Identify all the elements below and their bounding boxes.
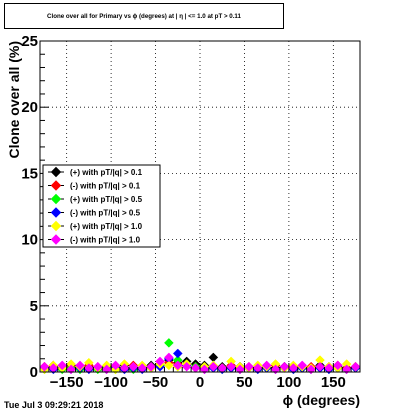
- data-point: [155, 356, 165, 367]
- data-point: [279, 361, 290, 372]
- data-point: [297, 360, 308, 371]
- data-point: [288, 363, 299, 373]
- y-tick-label: 5: [30, 298, 38, 315]
- legend-marker: [50, 180, 62, 191]
- data-point: [39, 361, 50, 372]
- data-point: [48, 363, 59, 373]
- x-tick-label: −50: [143, 374, 168, 391]
- legend-label: (+) with pT/|q| > 0.1: [70, 168, 143, 177]
- legend-label: (+) with pT/|q| > 0.5: [70, 195, 143, 204]
- x-tick-label: −150: [50, 374, 84, 391]
- data-point: [164, 360, 174, 371]
- data-point: [190, 363, 201, 373]
- data-point: [84, 363, 94, 373]
- data-point: [332, 360, 343, 371]
- legend-label: (+) with pT/|q| > 1.0: [70, 222, 143, 231]
- x-tick-label: 50: [236, 374, 253, 391]
- chart-title: Clone over all for Primary vs ϕ (degrees…: [47, 12, 241, 20]
- legend-label: (-) with pT/|q| > 1.0: [70, 236, 141, 245]
- data-point: [181, 361, 192, 372]
- y-tick-label: 10: [21, 232, 38, 249]
- grid-lines: [40, 41, 360, 372]
- data-point: [128, 361, 139, 372]
- data-point: [119, 363, 130, 373]
- legend-marker: [50, 220, 62, 232]
- x-tick-label: −100: [94, 374, 128, 391]
- tick-labels: −150 −100 −50 0 50 100 150 0 5 10 15 20 25: [21, 33, 346, 391]
- data-point: [244, 361, 254, 372]
- timestamp: Tue Jul 3 09:29:21 2018: [4, 400, 104, 410]
- legend-marker: [50, 166, 62, 178]
- data-point: [208, 361, 219, 372]
- legend-marker: [50, 234, 62, 245]
- chart-title-box: Clone over all for Primary vs ϕ (degrees…: [4, 3, 284, 29]
- y-axis-title: Clone over all (%): [6, 41, 22, 158]
- data-point: [315, 361, 325, 372]
- legend-marker: [50, 193, 62, 205]
- data-point: [146, 361, 156, 372]
- x-tick-label: 150: [321, 374, 346, 391]
- data-point: [172, 360, 183, 371]
- y-tick-label: 0: [30, 364, 38, 381]
- data-point: [137, 363, 148, 373]
- y-tick-label: 15: [21, 165, 38, 182]
- data-point: [57, 360, 68, 371]
- data-point: [110, 360, 121, 371]
- data-points: [39, 338, 361, 375]
- data-point: [252, 363, 263, 373]
- data-point: [341, 364, 352, 375]
- data-point: [92, 361, 103, 372]
- data-point: [350, 361, 361, 372]
- legend-marker: [50, 207, 62, 218]
- legend-label: (-) with pT/|q| > 0.5: [70, 209, 141, 218]
- data-point: [217, 363, 228, 373]
- y-tick-label: 20: [21, 99, 38, 116]
- x-tick-label: 0: [196, 374, 204, 391]
- legend-label: (-) with pT/|q| > 0.1: [70, 182, 141, 191]
- data-point: [75, 360, 85, 371]
- y-tick-label: 25: [21, 33, 38, 50]
- x-tick-label: 100: [276, 374, 301, 391]
- data-point: [172, 348, 183, 359]
- data-point: [164, 338, 174, 348]
- legend: (+) with pT/|q| > 0.1 (-) with pT/|q| > 0…: [42, 164, 161, 248]
- legend-box: [42, 164, 161, 248]
- data-point: [324, 363, 334, 373]
- data-point: [164, 352, 174, 363]
- data-point: [261, 360, 272, 371]
- x-axis-title: ϕ (degrees): [283, 392, 360, 408]
- data-point: [226, 361, 236, 372]
